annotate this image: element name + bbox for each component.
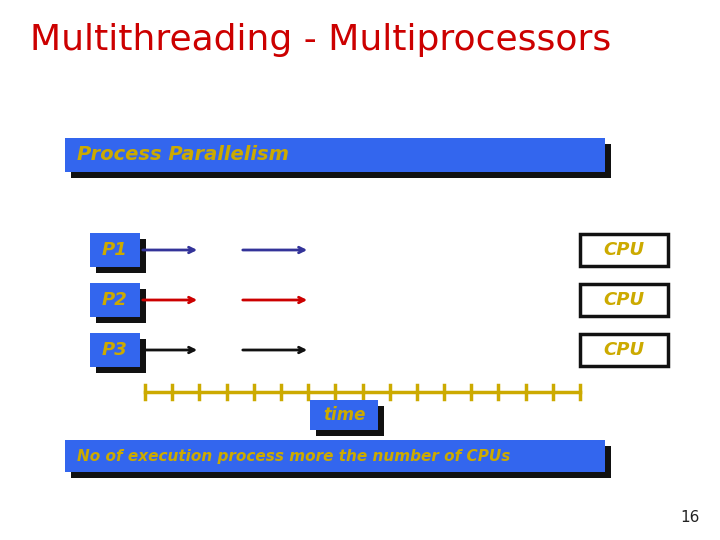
- Text: 16: 16: [680, 510, 700, 525]
- Bar: [580, 284, 668, 316]
- Text: P1: P1: [102, 241, 128, 259]
- Bar: [580, 234, 668, 266]
- Text: Process Parallelism: Process Parallelism: [77, 145, 289, 165]
- Bar: [96, 239, 146, 273]
- Text: time: time: [323, 406, 365, 424]
- Text: Multithreading - Multiprocessors: Multithreading - Multiprocessors: [30, 23, 611, 57]
- Bar: [96, 289, 146, 323]
- Text: P3: P3: [102, 341, 128, 359]
- Bar: [310, 400, 378, 430]
- Bar: [90, 233, 140, 267]
- Bar: [65, 440, 605, 472]
- Bar: [90, 333, 140, 367]
- Text: CPU: CPU: [603, 241, 644, 259]
- Bar: [65, 138, 605, 172]
- Bar: [71, 144, 611, 178]
- Text: P2: P2: [102, 291, 128, 309]
- Text: No of execution process more the number of CPUs: No of execution process more the number …: [77, 449, 510, 463]
- Bar: [580, 334, 668, 366]
- Bar: [71, 446, 611, 478]
- Text: CPU: CPU: [603, 291, 644, 309]
- Bar: [316, 406, 384, 436]
- Text: CPU: CPU: [603, 341, 644, 359]
- Bar: [90, 283, 140, 317]
- Bar: [96, 339, 146, 373]
